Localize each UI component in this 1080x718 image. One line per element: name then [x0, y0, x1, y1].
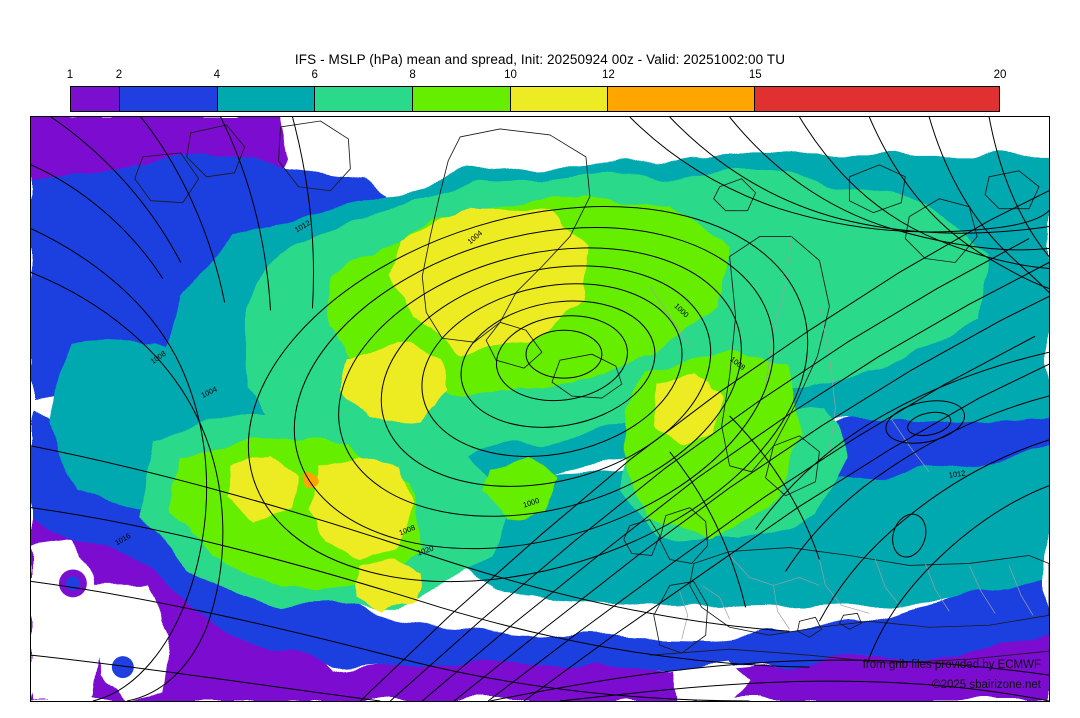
colorbar-segment-1-2: [71, 87, 120, 111]
map-frame[interactable]: 1000 1004 1008 1012 1016 1020 1008 1004 …: [30, 116, 1050, 702]
spread-fill-layers: [31, 117, 1049, 701]
contour-label: 1012: [948, 469, 966, 480]
colorbar-tick-8: 8: [409, 69, 416, 81]
colorbar-segment-10-12: [510, 87, 609, 111]
colorbar-gradient: [70, 86, 1000, 112]
colorbar-segment-2-4: [119, 87, 218, 111]
page-title: IFS - MSLP (hPa) mean and spread, Init: …: [294, 52, 786, 67]
colorbar-tick-15: 15: [748, 69, 762, 81]
colorbar-segment-15-20: [754, 87, 999, 111]
attribution-line-2: ©2025 sbairizone.net: [932, 679, 1041, 691]
country-borders: [649, 236, 1034, 640]
colorbar-tick-20: 20: [993, 69, 1007, 81]
coastlines: [134, 120, 1049, 664]
colorbar-segment-12-15: [608, 87, 755, 111]
colorbar-tick-10: 10: [504, 69, 517, 81]
colorbar: 1 2 4 6 8 10 12 15 20: [67, 69, 1006, 112]
isobar-contours: [31, 117, 1049, 701]
colorbar-tick-4: 4: [213, 69, 221, 81]
colorbar-tick-labels: 1 2 4 6 8 10 12 15 20: [66, 66, 1007, 84]
colorbar-segment-4-6: [217, 87, 316, 111]
colorbar-tick-6: 6: [311, 69, 318, 81]
attribution-line-1: from grib files provided by ECMWF: [862, 659, 1041, 671]
colorbar-tick-12: 12: [602, 69, 615, 81]
colorbar-segment-6-8: [315, 87, 413, 111]
colorbar-tick-2: 2: [115, 69, 123, 81]
map-canvas: 1000 1004 1008 1012 1016 1020 1008 1004 …: [31, 117, 1049, 701]
colorbar-segment-8-10: [412, 87, 511, 111]
colorbar-tick-1: 1: [66, 69, 74, 81]
